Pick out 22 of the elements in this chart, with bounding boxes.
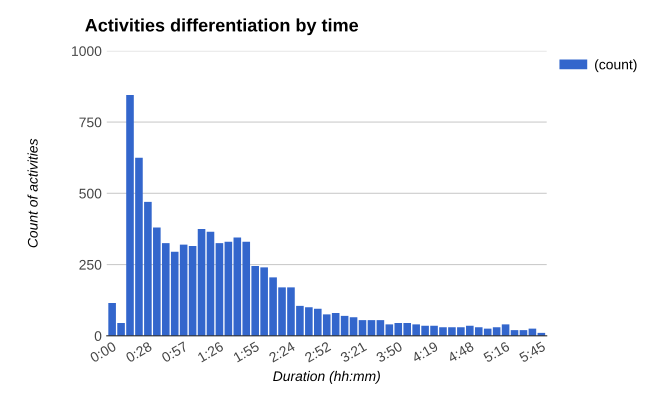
- x-tick-label: 3:21: [340, 341, 368, 363]
- x-tick-label: 5:45: [518, 341, 546, 363]
- y-tick-label: 250: [79, 260, 102, 270]
- x-tick-label: 0:00: [89, 341, 117, 363]
- y-axis-title: Count of activities: [27, 138, 38, 248]
- x-tick-label: 3:50: [376, 341, 403, 363]
- y-tick-label: 500: [79, 188, 102, 198]
- x-tick-label: 0:28: [125, 341, 152, 363]
- x-tick-label: 5:16: [482, 341, 510, 363]
- x-axis-title: Duration (hh:mm): [273, 370, 380, 384]
- y-tick-label: 0: [94, 331, 102, 341]
- x-tick-label: 1:26: [197, 341, 224, 362]
- y-tick-label: 1000: [72, 46, 102, 56]
- x-tick-label: 4:48: [446, 341, 474, 363]
- chart-title: Activities differentiation by time: [85, 18, 358, 36]
- legend-label: (count): [595, 59, 637, 72]
- y-tick-label: 750: [79, 117, 102, 128]
- x-tick-label: 4:19: [411, 341, 439, 363]
- x-tick-label: 2:24: [268, 341, 296, 363]
- x-tick-label: 1:55: [232, 341, 260, 362]
- x-tick-label: 0:57: [160, 341, 188, 363]
- x-tick-label: 2:52: [304, 341, 332, 363]
